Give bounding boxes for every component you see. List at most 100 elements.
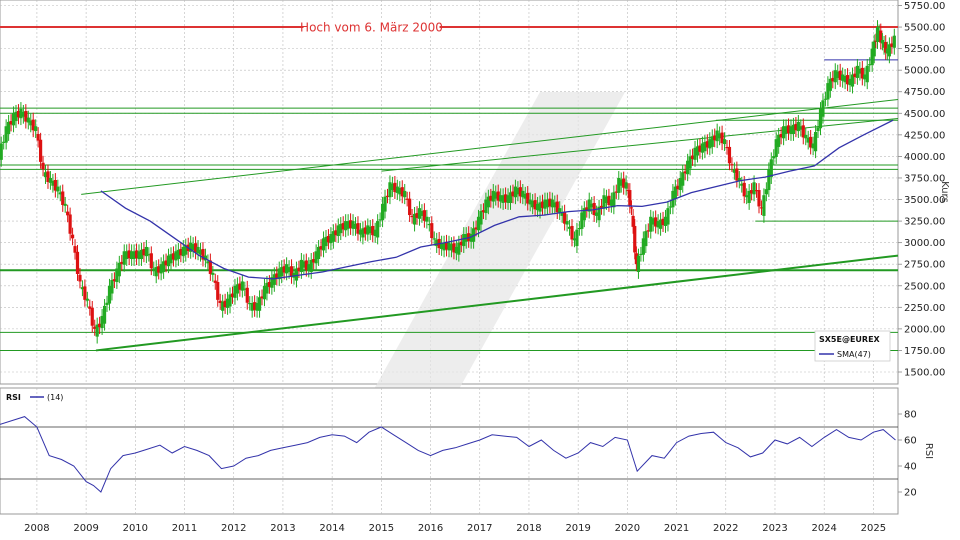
- candle-down: [213, 280, 217, 283]
- candle-down: [142, 248, 146, 256]
- candle-up: [781, 126, 786, 139]
- candle-up: [710, 136, 714, 147]
- candle-down: [216, 282, 220, 300]
- candle-down: [179, 248, 183, 256]
- candle-down: [422, 210, 426, 221]
- candle-up: [412, 213, 417, 225]
- candle-down: [66, 211, 70, 216]
- candle-down: [503, 194, 508, 203]
- rsi-y-tick-label: 60: [904, 436, 917, 447]
- candle-down: [393, 182, 397, 193]
- price-y-tick-label: 2500.00: [904, 281, 945, 292]
- candle-up: [7, 121, 11, 134]
- price-y-tick-label: 2250.00: [904, 303, 945, 314]
- candle-down: [53, 179, 57, 191]
- candle-up: [868, 64, 872, 66]
- x-tick-label: 2017: [467, 523, 492, 534]
- candle-down: [607, 195, 611, 205]
- candle-down: [489, 195, 493, 201]
- candle-up: [804, 134, 808, 139]
- candle-up: [673, 186, 677, 199]
- candle-up: [378, 219, 382, 221]
- candle-up: [486, 196, 490, 208]
- x-tick-label: 2009: [73, 523, 98, 534]
- candle-up: [221, 301, 225, 311]
- candle-up: [176, 249, 180, 260]
- candle-up: [572, 238, 577, 241]
- candle-up: [457, 242, 461, 255]
- candle-up: [813, 131, 818, 152]
- candle-up: [19, 108, 23, 119]
- candle-up: [656, 221, 660, 228]
- candle-up: [516, 188, 520, 195]
- candle-up: [528, 199, 532, 205]
- candle-down: [809, 136, 813, 148]
- price-y-tick-label: 4500.00: [904, 109, 945, 120]
- candle-down: [690, 155, 695, 159]
- candle-down: [326, 236, 331, 243]
- candle-down: [348, 220, 353, 228]
- candle-down: [157, 266, 161, 273]
- candle-up: [821, 100, 825, 117]
- candle-down: [134, 250, 139, 259]
- candle-down: [405, 198, 409, 200]
- rsi-line: [0, 416, 896, 493]
- rsi-title: RSI: [6, 393, 21, 402]
- candle-up: [137, 251, 141, 260]
- candle-up: [469, 234, 473, 242]
- candle-up: [567, 226, 572, 229]
- candle-down: [548, 198, 552, 207]
- candle-down: [713, 135, 717, 141]
- candle-up: [789, 126, 793, 134]
- candle-up: [543, 199, 547, 209]
- candle-up: [850, 74, 855, 87]
- candle-up: [491, 190, 495, 202]
- candle-up: [417, 208, 422, 219]
- candle-down: [481, 210, 486, 213]
- candle-up: [80, 287, 85, 290]
- candle-down: [779, 133, 783, 138]
- candle-down: [275, 273, 279, 279]
- candle-up: [531, 200, 535, 208]
- candle-up: [26, 117, 30, 123]
- x-tick-label: 2020: [615, 523, 640, 534]
- candle-up: [225, 298, 230, 308]
- candle-down: [698, 145, 702, 152]
- candle-down: [452, 243, 456, 253]
- candle-up: [553, 202, 557, 208]
- candle-down: [496, 191, 500, 201]
- candle-down: [874, 40, 878, 42]
- candle-up: [649, 216, 653, 232]
- candle-up: [506, 195, 510, 203]
- candle-down: [9, 121, 13, 125]
- candle-up: [144, 246, 148, 257]
- candle-up: [339, 223, 343, 234]
- candle-up: [449, 244, 454, 251]
- candle-down: [371, 225, 375, 236]
- candle-up: [110, 280, 114, 294]
- candle-up: [703, 142, 707, 152]
- candlesticks: [0, 20, 896, 344]
- sma-layer: [100, 119, 894, 280]
- candle-down: [676, 185, 680, 190]
- x-tick-label: 2011: [172, 523, 197, 534]
- price-legend: SX5E@EUREX SMA(47): [814, 330, 891, 362]
- candle-up: [351, 221, 355, 229]
- candle-down: [415, 213, 419, 218]
- price-y-tick-label: 4250.00: [904, 130, 945, 141]
- candle-up: [324, 236, 328, 247]
- candle-up: [203, 255, 208, 261]
- candle-up: [818, 108, 823, 129]
- candle-down: [289, 266, 294, 277]
- candle-down: [93, 326, 97, 329]
- candle-down: [459, 241, 463, 246]
- candle-up: [184, 245, 188, 255]
- candle-down: [759, 207, 764, 209]
- candle-down: [555, 201, 559, 213]
- trend-line: [95, 254, 899, 352]
- candle-up: [582, 208, 586, 221]
- candle-up: [565, 221, 569, 225]
- candle-down: [297, 267, 301, 272]
- candle-up: [58, 192, 62, 195]
- candle-up: [577, 227, 581, 230]
